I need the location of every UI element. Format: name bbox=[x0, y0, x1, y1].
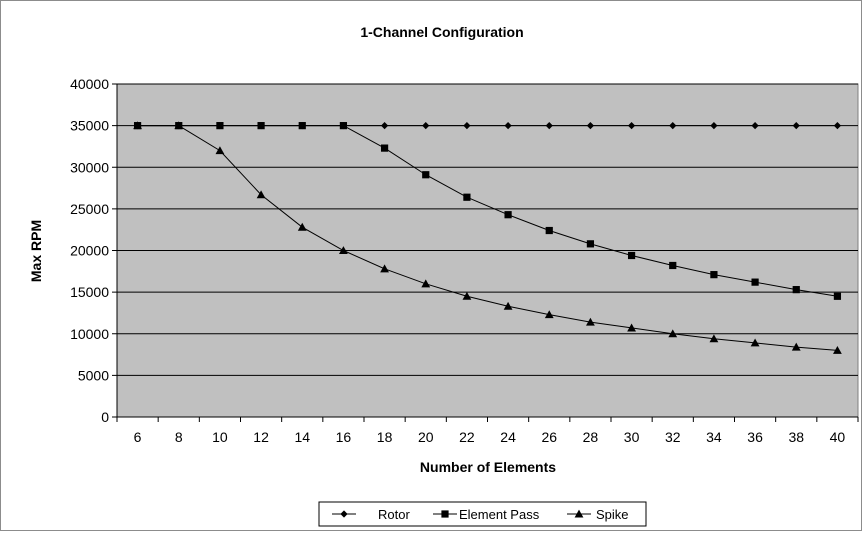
point-element-pass bbox=[257, 122, 265, 130]
point-rotor bbox=[463, 122, 471, 130]
x-tick-label: 8 bbox=[175, 429, 183, 445]
y-tick-label: 10000 bbox=[70, 326, 109, 342]
point-element-pass bbox=[833, 292, 842, 300]
point-element-pass bbox=[669, 261, 677, 270]
x-tick-label: 6 bbox=[134, 429, 142, 445]
x-tick-label: 20 bbox=[418, 429, 434, 445]
x-tick-label: 18 bbox=[377, 429, 393, 445]
y-axis-title: Max RPM bbox=[28, 220, 44, 282]
y-tick-label: 5000 bbox=[78, 367, 109, 383]
legend: Rotor Element Pass Spike bbox=[318, 501, 647, 527]
x-tick-label: 22 bbox=[459, 429, 475, 445]
point-rotor bbox=[751, 122, 759, 130]
point-spike bbox=[709, 334, 719, 343]
point-spike bbox=[215, 146, 225, 155]
x-tick-label: 40 bbox=[830, 429, 846, 445]
legend-label-element-pass: Element Pass bbox=[459, 507, 540, 522]
point-element-pass bbox=[792, 286, 800, 294]
x-tick-label: 36 bbox=[747, 429, 763, 445]
chart-title: 1-Channel Configuration bbox=[360, 24, 523, 40]
x-tick-label: 28 bbox=[583, 429, 599, 445]
point-element-pass bbox=[504, 211, 512, 219]
point-spike bbox=[503, 301, 513, 310]
point-spike bbox=[462, 291, 472, 300]
series-line-element-pass bbox=[137, 125, 838, 297]
point-element-pass bbox=[339, 122, 348, 130]
point-rotor bbox=[422, 122, 430, 130]
x-tick-label: 34 bbox=[706, 429, 722, 445]
legend-marker-rotor bbox=[340, 510, 348, 518]
point-rotor bbox=[833, 122, 842, 130]
point-rotor bbox=[710, 122, 718, 130]
x-tick-label: 32 bbox=[665, 429, 681, 445]
legend-marker-element-pass bbox=[441, 510, 449, 518]
point-element-pass bbox=[751, 278, 759, 286]
point-spike bbox=[833, 346, 842, 354]
x-tick-label: 24 bbox=[500, 429, 516, 445]
point-rotor bbox=[586, 122, 595, 130]
legend-label-spike: Spike bbox=[596, 507, 629, 522]
point-spike bbox=[668, 329, 678, 338]
point-spike bbox=[133, 121, 142, 130]
point-spike bbox=[791, 342, 801, 351]
point-rotor bbox=[545, 122, 553, 130]
point-element-pass bbox=[627, 251, 636, 260]
series-line-spike bbox=[137, 125, 838, 351]
x-tick-label: 30 bbox=[624, 429, 640, 445]
point-element-pass bbox=[586, 240, 595, 248]
y-tick-label: 20000 bbox=[70, 243, 109, 259]
y-tick-label: 25000 bbox=[70, 201, 109, 217]
point-element-pass bbox=[545, 226, 553, 235]
y-tick-label: 35000 bbox=[70, 118, 109, 134]
legend-box bbox=[318, 501, 647, 527]
legend-label-rotor: Rotor bbox=[378, 507, 410, 522]
legend-marker-spike bbox=[574, 509, 584, 518]
x-tick-label: 16 bbox=[336, 429, 352, 445]
point-spike bbox=[174, 121, 184, 130]
x-tick-label: 14 bbox=[294, 429, 310, 445]
y-tick-label: 0 bbox=[101, 409, 109, 425]
point-spike bbox=[339, 246, 348, 255]
y-tick-label: 15000 bbox=[70, 284, 109, 300]
point-spike bbox=[750, 338, 760, 347]
chart-marks bbox=[133, 121, 842, 354]
point-rotor bbox=[627, 122, 636, 130]
x-axis-title: Number of Elements bbox=[420, 459, 556, 475]
y-tick-label: 30000 bbox=[70, 159, 109, 175]
x-tick-label: 10 bbox=[212, 429, 228, 445]
point-spike bbox=[380, 264, 389, 273]
x-tick-label: 12 bbox=[253, 429, 269, 445]
point-spike bbox=[297, 222, 307, 231]
point-rotor bbox=[669, 122, 677, 130]
point-rotor bbox=[792, 122, 800, 130]
x-tick-label: 38 bbox=[788, 429, 804, 445]
point-element-pass bbox=[380, 144, 389, 152]
point-element-pass bbox=[216, 122, 224, 130]
point-element-pass bbox=[710, 271, 718, 279]
axis-ticks: 0 5000 10000 15000 20000 25000 30000 35000 40000… bbox=[70, 76, 859, 445]
plot-area bbox=[116, 83, 859, 418]
point-element-pass bbox=[422, 171, 430, 179]
point-element-pass bbox=[463, 193, 471, 201]
point-spike bbox=[586, 317, 595, 326]
point-spike bbox=[544, 310, 554, 319]
point-element-pass bbox=[298, 122, 306, 130]
point-spike bbox=[627, 323, 636, 332]
point-spike bbox=[256, 190, 266, 199]
point-rotor bbox=[504, 122, 512, 130]
y-tick-label: 40000 bbox=[70, 76, 109, 92]
point-spike bbox=[421, 279, 431, 288]
point-rotor bbox=[380, 122, 389, 130]
x-tick-label: 26 bbox=[541, 429, 557, 445]
